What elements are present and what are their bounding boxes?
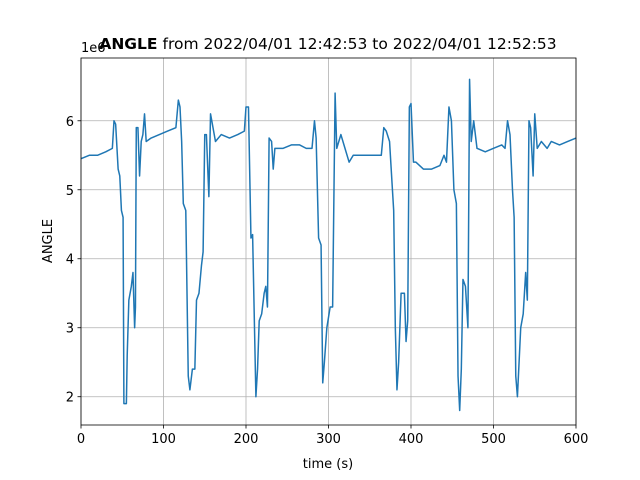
- title-rest: from 2022/04/01 12:42:53 to 2022/04/01 1…: [162, 35, 556, 53]
- x-axis-label: time (s): [303, 457, 353, 472]
- title-bold: ANGLE: [99, 35, 157, 53]
- y-tick-label: 2: [66, 391, 74, 406]
- y-axis-label: ANGLE: [41, 219, 56, 263]
- x-tick-label: 400: [399, 432, 424, 447]
- chart-title: ANGLE from 2022/04/01 12:42:53 to 2022/04…: [99, 35, 556, 53]
- plot-frame: [80, 57, 577, 426]
- y-tick-label: 6: [66, 115, 74, 130]
- y-offset-text: 1e6: [81, 41, 106, 56]
- data-line: [80, 78, 577, 412]
- x-tick-label: 200: [234, 432, 259, 447]
- x-tick-label: 0: [77, 432, 85, 447]
- y-tick-label: 5: [66, 184, 74, 199]
- y-tick-label: 3: [66, 322, 74, 337]
- x-tick-label: 600: [564, 432, 589, 447]
- y-tick-label: 4: [66, 253, 74, 268]
- x-tick-label: 300: [316, 432, 341, 447]
- x-tick-label: 100: [151, 432, 176, 447]
- x-tick-label: 500: [481, 432, 506, 447]
